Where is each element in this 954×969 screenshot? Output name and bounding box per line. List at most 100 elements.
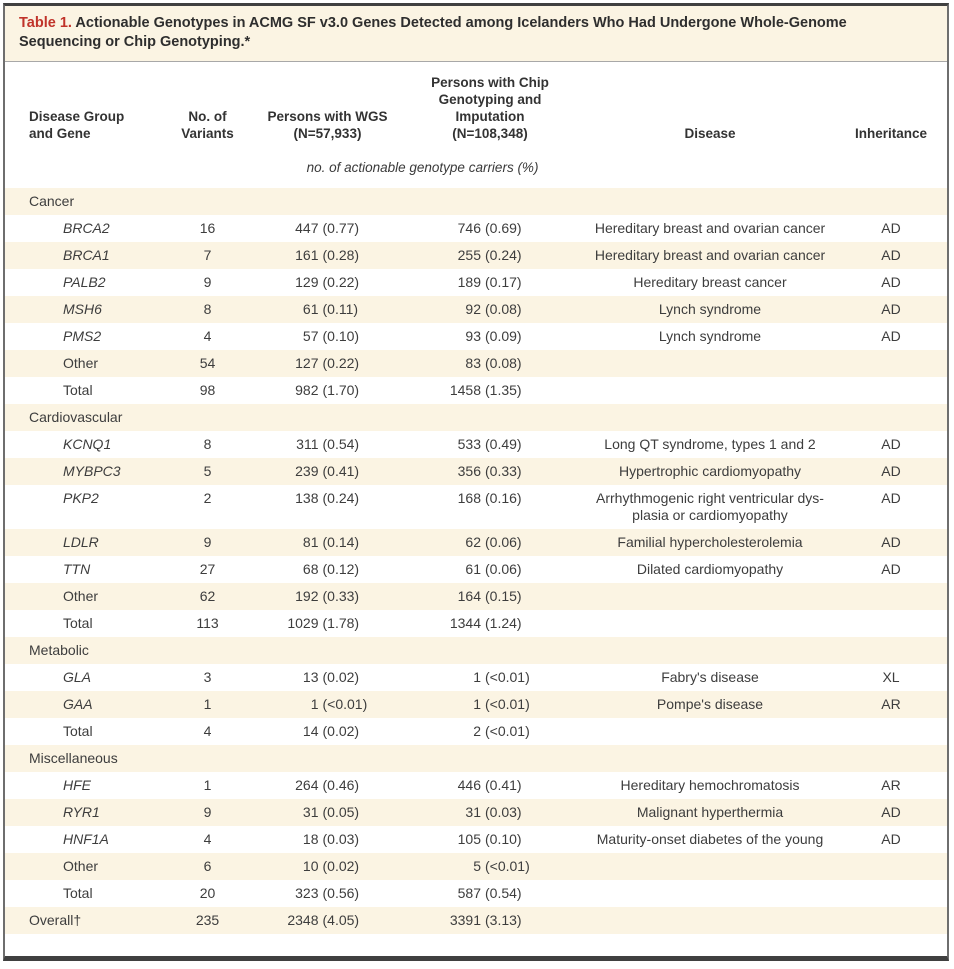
inheritance-cell bbox=[835, 718, 947, 745]
inheritance-cell bbox=[835, 853, 947, 880]
wgs-value: 18 (0.03) bbox=[285, 831, 371, 848]
wgs-count: 264 bbox=[295, 777, 319, 793]
chip-count: 255 bbox=[457, 247, 481, 263]
wgs-percent: (0.77) bbox=[322, 220, 360, 236]
inheritance-cell: AD bbox=[881, 534, 901, 550]
table-row: Other 6 10 (0.02) 5 (<0.01) bbox=[5, 853, 947, 880]
gene-cell: KCNQ1 bbox=[63, 436, 112, 452]
column-header-disease: Disease bbox=[684, 126, 736, 141]
chip-count: 746 bbox=[457, 220, 481, 236]
wgs-value: 138 (0.24) bbox=[285, 490, 371, 507]
disease-cell: Malignant hyperthermia bbox=[636, 804, 784, 820]
chip-cell: 255 (0.24) bbox=[395, 242, 585, 269]
wgs-percent: (0.14) bbox=[322, 534, 360, 550]
chip-cell: 746 (0.69) bbox=[395, 215, 585, 242]
inheritance-cell: XL bbox=[882, 669, 900, 685]
chip-value: 31 (0.03) bbox=[447, 804, 533, 821]
section-label: Cancer bbox=[29, 193, 75, 209]
table-row: Total 113 1029 (1.78) 1344 (1.24) bbox=[5, 610, 947, 637]
gene-cell: PALB2 bbox=[63, 274, 106, 290]
chip-value: 168 (0.16) bbox=[447, 490, 533, 507]
wgs-value: 61 (0.11) bbox=[285, 301, 371, 318]
variants-cell: 4 bbox=[203, 831, 212, 847]
chip-value: 1 (<0.01) bbox=[447, 669, 533, 686]
disease-cell: Fabry's disease bbox=[661, 669, 759, 685]
wgs-cell: 323 (0.56) bbox=[260, 880, 395, 907]
wgs-cell: 2348 (4.05) bbox=[260, 907, 395, 934]
wgs-count: 2348 bbox=[287, 912, 319, 928]
wgs-value: 31 (0.05) bbox=[285, 804, 371, 821]
table-row: PALB2 9 129 (0.22) 189 (0.17) Hereditary breas… bbox=[5, 269, 947, 296]
chip-percent: (0.09) bbox=[485, 328, 522, 344]
table-header: Disease Group and Gene No. of Variants Per… bbox=[5, 62, 947, 188]
chip-cell: 1458 (1.35) bbox=[395, 377, 585, 404]
wgs-count: 14 bbox=[302, 723, 319, 739]
gene-cell: BRCA1 bbox=[63, 247, 110, 263]
chip-value: 3391 (3.13) bbox=[447, 912, 533, 929]
disease-cell: Dilated cardiomyopathy bbox=[636, 561, 784, 577]
wgs-count: 323 bbox=[295, 885, 319, 901]
inheritance-cell: AD bbox=[881, 436, 901, 452]
chip-count: 62 bbox=[465, 534, 481, 550]
wgs-value: 311 (0.54) bbox=[285, 436, 371, 453]
chip-percent: (0.03) bbox=[485, 804, 522, 820]
gene-cell: Other bbox=[63, 588, 99, 604]
section-row: Cardiovascular bbox=[5, 404, 947, 431]
units-note: no. of actionable genotype carriers (%) bbox=[306, 160, 539, 175]
wgs-cell: 61 (0.11) bbox=[260, 296, 395, 323]
chip-percent: (0.10) bbox=[485, 831, 522, 847]
wgs-count: 192 bbox=[295, 588, 319, 604]
table-row: PKP2 2 138 (0.24) 168 (0.16) Arrhythmogenic ri… bbox=[5, 485, 947, 529]
chip-count: 587 bbox=[457, 885, 481, 901]
wgs-cell: 10 (0.02) bbox=[260, 853, 395, 880]
table-row: PMS2 4 57 (0.10) 93 (0.09) Lynch syndrome AD bbox=[5, 323, 947, 350]
chip-cell: 168 (0.16) bbox=[395, 485, 585, 529]
wgs-count: 447 bbox=[295, 220, 319, 236]
chip-value: 356 (0.33) bbox=[447, 463, 533, 480]
wgs-value: 57 (0.10) bbox=[285, 328, 371, 345]
variants-cell: 8 bbox=[203, 301, 212, 317]
chip-count: 533 bbox=[457, 436, 481, 452]
variants-cell: 7 bbox=[203, 247, 212, 263]
column-header-inheritance: Inheritance bbox=[854, 126, 928, 141]
variants-cell: 27 bbox=[199, 561, 216, 577]
chip-count: 1458 bbox=[449, 382, 481, 398]
wgs-percent: (1.70) bbox=[322, 382, 360, 398]
wgs-count: 161 bbox=[295, 247, 319, 263]
gene-cell: Overall† bbox=[29, 912, 82, 928]
section-label: Metabolic bbox=[29, 642, 89, 658]
wgs-value: 982 (1.70) bbox=[285, 382, 371, 399]
wgs-percent: (0.54) bbox=[322, 436, 360, 452]
chip-cell: 189 (0.17) bbox=[395, 269, 585, 296]
inheritance-cell: AD bbox=[881, 301, 901, 317]
chip-cell: 93 (0.09) bbox=[395, 323, 585, 350]
wgs-percent: (0.02) bbox=[322, 723, 360, 739]
chip-count: 92 bbox=[465, 301, 481, 317]
inheritance-cell: AD bbox=[881, 831, 901, 847]
wgs-cell: 311 (0.54) bbox=[260, 431, 395, 458]
disease-cell bbox=[585, 907, 835, 934]
chip-count: 5 bbox=[473, 858, 481, 874]
variants-cell: 9 bbox=[203, 804, 212, 820]
inheritance-cell bbox=[835, 377, 947, 404]
chip-percent: (0.06) bbox=[485, 534, 522, 550]
wgs-value: 68 (0.12) bbox=[285, 561, 371, 578]
chip-cell: 3391 (3.13) bbox=[395, 907, 585, 934]
units-row: no. of actionable genotype carriers (%) bbox=[5, 149, 947, 188]
table-row: HFE 1 264 (0.46) 446 (0.41) Hereditary hemochr… bbox=[5, 772, 947, 799]
chip-percent: (<0.01) bbox=[485, 723, 530, 739]
chip-value: 1 (<0.01) bbox=[447, 696, 533, 713]
chip-percent: (1.24) bbox=[485, 615, 522, 631]
chip-cell: 356 (0.33) bbox=[395, 458, 585, 485]
section-row: Miscellaneous bbox=[5, 745, 947, 772]
wgs-count: 127 bbox=[295, 355, 319, 371]
table-row: BRCA1 7 161 (0.28) 255 (0.24) Hereditary breas… bbox=[5, 242, 947, 269]
variants-cell: 4 bbox=[203, 723, 212, 739]
wgs-percent: (0.24) bbox=[322, 490, 360, 506]
variants-cell: 6 bbox=[203, 858, 212, 874]
chip-cell: 105 (0.10) bbox=[395, 826, 585, 853]
table-row: Total 4 14 (0.02) 2 (<0.01) bbox=[5, 718, 947, 745]
gene-cell: TTN bbox=[63, 561, 91, 577]
units-spacer-left bbox=[5, 149, 260, 188]
variants-cell: 16 bbox=[199, 220, 216, 236]
